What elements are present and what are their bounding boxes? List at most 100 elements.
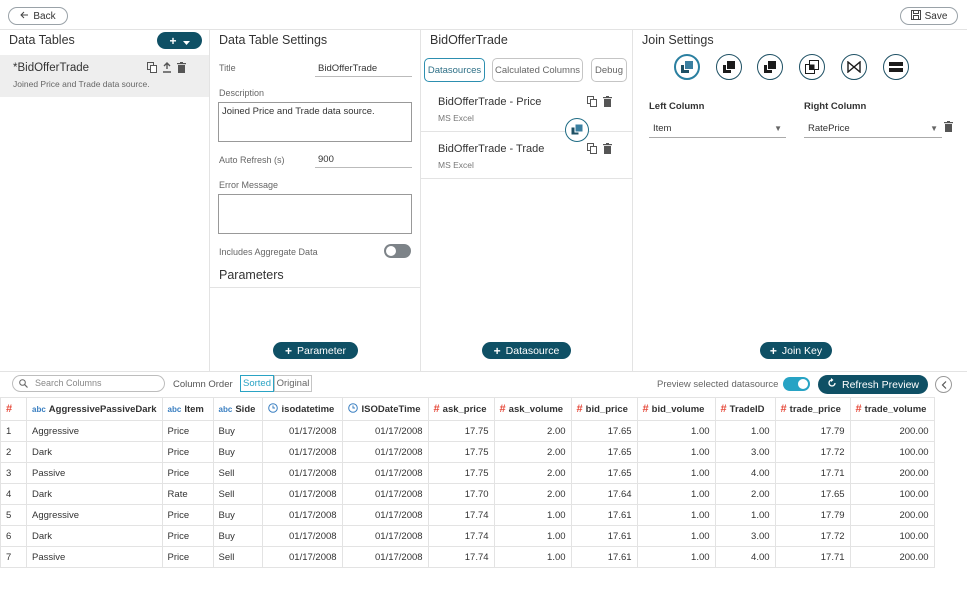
search-placeholder: Search Columns [35,378,102,388]
table-cell: Rate [161,483,214,505]
tab-debug[interactable]: Debug [591,58,627,82]
column-header[interactable]: # trade_price [774,397,851,421]
left-join-icon[interactable] [716,54,742,80]
datasource-item[interactable]: BidOfferTrade - Trade MS Excel [421,132,632,179]
column-header-label: Side [235,403,256,415]
plus-icon: + [169,33,177,48]
trash-icon[interactable] [603,143,612,157]
column-header[interactable]: abc Item [161,397,214,421]
column-header[interactable]: # ask_price [427,397,495,421]
right-column-select[interactable]: RatePrice ▼ [804,120,942,138]
back-button[interactable]: Back [8,7,68,25]
table-cell: 01/17/2008 [261,483,343,505]
data-table-item[interactable]: *BidOfferTrade Joined Price and Trade da… [0,55,209,97]
join-settings-panel: Join Settings Left Column Right Column I… [633,30,967,371]
column-header-label: ask_price [442,404,487,415]
search-columns-input[interactable]: Search Columns [12,375,165,392]
table-cell: Aggressive [26,420,163,442]
description-textarea[interactable]: Joined Price and Trade data source. [218,102,412,142]
preview-data-grid: # abc AggressivePassiveDark abc Item abc Side i… [0,397,935,568]
table-cell: 17.71 [774,546,851,568]
right-column-value: RatePrice [808,123,850,134]
copy-icon[interactable] [587,96,597,110]
table-cell: 17.75 [427,441,495,463]
table-cell: Sell [212,483,263,505]
upload-icon[interactable] [162,62,172,76]
bowtie-join-icon[interactable] [841,54,867,80]
data-table-name: *BidOfferTrade [13,62,90,74]
table-cell: 01/17/2008 [261,462,343,484]
union-icon[interactable] [883,54,909,80]
datasources-panel: BidOfferTrade Datasources Calculated Col… [421,30,633,371]
number-type-icon: # [720,403,727,415]
copy-icon[interactable] [147,62,157,76]
trash-icon[interactable] [603,96,612,110]
row-index-cell: 7 [0,546,27,568]
refresh-preview-button[interactable]: Refresh Preview [818,375,928,394]
column-header[interactable]: abc Side [212,397,263,421]
table-cell: 17.61 [570,504,638,526]
table-cell: Price [161,525,214,547]
column-header[interactable]: abc AggressivePassiveDark [26,397,163,421]
column-header[interactable]: # ask_volume [493,397,572,421]
column-header[interactable]: # trade_volume [849,397,935,421]
table-cell: 17.79 [774,504,851,526]
column-header-label: ask_volume [508,404,564,415]
collapse-icon[interactable] [935,376,952,393]
trash-icon[interactable] [177,62,186,76]
table-cell: 200.00 [849,504,935,526]
copy-icon[interactable] [587,143,597,157]
tab-calculated-columns[interactable]: Calculated Columns [492,58,583,82]
aggregate-toggle[interactable] [384,244,411,258]
refresh-label: Refresh Preview [841,378,920,391]
datasources-panel-title: BidOfferTrade [430,33,508,47]
trash-icon[interactable] [944,121,953,135]
top-bar: Back Save [0,0,967,30]
column-header[interactable]: # bid_price [570,397,638,421]
outer-join-icon[interactable] [799,54,825,80]
original-toggle[interactable]: Original [274,375,312,392]
number-type-icon: # [576,403,583,415]
description-label: Description [219,88,265,98]
table-cell: 17.65 [570,420,638,442]
save-icon [910,9,921,23]
table-row: 5 Aggressive Price Buy 01/17/2008 01/17/2008 1… [0,504,935,526]
column-header[interactable]: ISODateTime [341,397,429,421]
preview-selected-label: Preview selected datasource [657,379,779,390]
right-join-icon[interactable] [757,54,783,80]
title-input[interactable]: BidOfferTrade [315,61,412,77]
left-column-select[interactable]: Item ▼ [649,120,786,138]
datasource-button-label: Datasource [505,344,560,357]
table-cell: 2.00 [493,441,572,463]
left-column-value: Item [653,123,672,134]
column-header[interactable]: # bid_volume [636,397,716,421]
column-header[interactable]: isodatetime [261,397,343,421]
table-cell: 100.00 [849,483,935,505]
auto-refresh-input[interactable]: 900 [315,152,412,168]
inner-join-icon[interactable] [674,54,700,80]
table-cell: 17.65 [774,483,851,505]
table-cell: 1.00 [714,504,776,526]
table-cell: 1.00 [493,525,572,547]
add-parameter-button[interactable]: + Parameter [273,342,358,359]
index-column-header[interactable]: # [0,397,27,421]
table-cell: 01/17/2008 [261,546,343,568]
table-cell: 1.00 [636,504,716,526]
table-cell: 01/17/2008 [341,546,429,568]
search-icon [19,378,28,393]
add-data-table-button[interactable]: + [157,32,202,49]
preview-toggle[interactable] [783,377,810,391]
table-cell: 17.61 [570,546,638,568]
join-link-icon[interactable] [565,118,589,142]
sorted-toggle[interactable]: Sorted [240,375,274,392]
column-header[interactable]: # TradeID [714,397,776,421]
datasource-item[interactable]: BidOfferTrade - Price MS Excel [421,85,632,132]
hash-icon: # [6,403,13,415]
tab-datasources[interactable]: Datasources [424,58,485,82]
error-message-textarea[interactable] [218,194,412,234]
table-cell: 17.70 [427,483,495,505]
save-button[interactable]: Save [900,7,958,25]
add-join-key-button[interactable]: + Join Key [760,342,832,359]
add-datasource-button[interactable]: + Datasource [482,342,571,359]
table-cell: 2.00 [493,483,572,505]
